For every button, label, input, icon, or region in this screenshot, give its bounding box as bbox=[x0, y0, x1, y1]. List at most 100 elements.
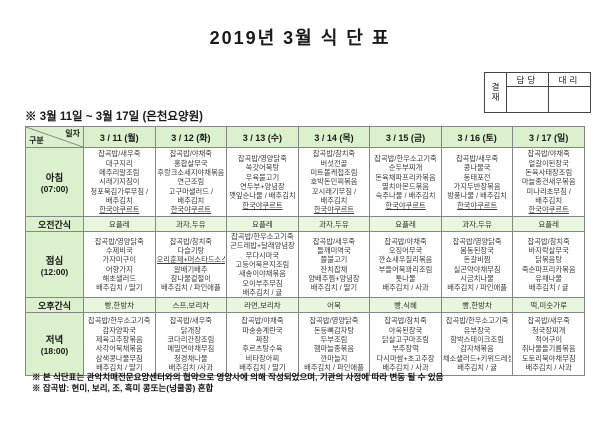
menu-item: 한국야쿠르트 bbox=[528, 205, 569, 215]
menu-item: 잡곡밥/한우소고기죽 bbox=[374, 154, 437, 164]
menu-item: 배추김치 / 딸기 bbox=[96, 362, 143, 372]
menu-item: 한국야쿠르트 bbox=[170, 205, 211, 215]
menu-cell: 잡곡밥/새우죽 콩나물국 동태포전 가지두반장볶음 방풍나물 / 배추김치 한국야쿠르트 bbox=[440, 147, 514, 217]
date-header: 3 / 14 (목) bbox=[297, 126, 371, 148]
menu-item: 다슬기탕 bbox=[177, 245, 205, 255]
menu-table: 일자 구분 3 / 11 (월) 3 / 12 (화) 3 / 13 (수) 3 / … bbox=[25, 126, 585, 377]
menu-item: 잡곡밥/한우소고기죽 bbox=[445, 316, 509, 326]
menu-item: 제육고추장볶음 bbox=[95, 334, 143, 344]
menu-item: 돈육사태장조림 bbox=[525, 168, 573, 177]
row-label-breakfast: 아침 (07:00) bbox=[25, 147, 84, 217]
menu-item: 바지락살무국 bbox=[528, 245, 569, 255]
menu-item: 해초샐러드 bbox=[102, 273, 137, 283]
row-time: (07:00) bbox=[40, 184, 69, 194]
menu-cell: 잡곡밥/한우소고기죽 감자양파국 제육고추장볶음 사각어묵채볶음 삼색콩나물무침 배추김치… bbox=[83, 312, 156, 377]
approval-sign-cell bbox=[506, 86, 549, 113]
menu-item: 잡곡밥/새우죽 bbox=[527, 316, 570, 326]
menu-item: 오이부추무침 bbox=[242, 278, 283, 288]
menu-item: 한국야쿠르트 bbox=[385, 200, 426, 210]
menu-item: 잡곡밥/야채죽 bbox=[527, 149, 570, 159]
menu-item: 죽순파프리카볶음 bbox=[521, 264, 576, 274]
menu-item: 실곤약야채무침 bbox=[453, 264, 501, 274]
menu-item: 가지두반장볶음 bbox=[453, 182, 501, 191]
menu-cell: 잡곡밥/야채죽 홍합살무국 후랑크소세지야채볶음 연근조림 고구마샐러드 / 배추김치 한국… bbox=[154, 147, 228, 217]
menu-item: 배추김치 / 파인애플 bbox=[447, 283, 507, 293]
date-range-subtitle: ※ 3월 11일 ~ 3월 17일 (은천요양원) bbox=[25, 111, 204, 123]
menu-cell: 잡곡밥/참치죽 아욱된장국 닭살고구마조림 부추장떡 다시마쌈+초고추장 배추김치 / 사… bbox=[369, 312, 442, 377]
menu-item: 미트볼케첩조림 bbox=[310, 168, 358, 177]
menu-item: 한국야쿠르트 bbox=[313, 205, 355, 215]
menu-item: 배추김치 bbox=[320, 195, 348, 205]
menu-item: 배추김치 / 귤 bbox=[242, 287, 283, 297]
menu-item: 돈갈비찜 bbox=[463, 255, 491, 265]
menu-cell: 잡곡밥/새우죽 대구지리 메추리알조림 시래기지짐이 청포묵김가루무침 / 배추김치 한국야… bbox=[83, 147, 156, 217]
menu-item: 아욱된장국 bbox=[388, 325, 423, 335]
approval-sign-cell bbox=[548, 86, 591, 113]
menu-item: 배추김치 bbox=[105, 195, 133, 205]
menu-item: 연근조림 bbox=[177, 177, 205, 187]
menu-item: 콩나물국 bbox=[463, 163, 491, 173]
snack-cell: 빵,한방차 bbox=[440, 297, 514, 314]
snack-cell: 라면,보리차 bbox=[226, 297, 299, 314]
menu-cell: 잡곡밥/야채죽 파송송계란국 짜장 후르츠탕수육 비타장아찌 배추김치 / 딸기 bbox=[226, 312, 299, 377]
menu-item: 쑥갓어묵탕 bbox=[245, 163, 280, 173]
menu-item: 시래기지짐이 bbox=[99, 177, 140, 187]
footnotes: ※ 본 식단표는 관악치매전문요양센터와의 협약으로 영양사에 의해 작성되었으… bbox=[32, 372, 443, 395]
menu-item: 배추김치 / 사과 bbox=[382, 362, 429, 372]
row-time: (12:00) bbox=[40, 266, 69, 277]
menu-item: 메추리알조림 bbox=[99, 168, 140, 177]
menu-item: 홍합살무국 bbox=[174, 158, 208, 168]
menu-item: 무다시마국 bbox=[245, 250, 280, 260]
menu-item: 잡곡밥/영양닭죽 bbox=[452, 236, 502, 246]
menu-item: 잡곡밥/새우죽 bbox=[455, 154, 499, 164]
menu-item: 도토리묵야채무침 bbox=[521, 353, 576, 363]
date-header: 3 / 13 (수) bbox=[226, 126, 299, 148]
menu-item: 봄동된장국 bbox=[460, 245, 494, 255]
row-label-lunch: 점심 (12:00) bbox=[25, 230, 84, 299]
row-label-pm-snack: 오후간식 bbox=[25, 297, 84, 314]
menu-item: 깐마늘지 bbox=[320, 353, 348, 363]
menu-item: 비타장아찌 bbox=[245, 353, 280, 363]
menu-item: 돈육채파프리카볶음 bbox=[375, 172, 436, 182]
menu-cell: 잡곡밥/한우소고기죽 순두부찌개 돈육채파프리카볶음 멸치아몬드볶음 숙주나물 / 배추… bbox=[369, 147, 442, 217]
snack-cell: 어묵 bbox=[297, 297, 371, 314]
menu-item: 잡곡밥/참치죽 bbox=[384, 316, 427, 326]
corner-label-date: 일자 bbox=[65, 129, 80, 138]
date-header: 3 / 16 (토) bbox=[440, 126, 514, 148]
menu-item: 양배추찜+양념장 bbox=[308, 273, 360, 283]
menu-item: 후랑크소세지야채볶음 bbox=[157, 168, 225, 177]
menu-item: 채소샐러드+키위드레싱 bbox=[442, 353, 512, 363]
menu-item: 배추김치 / 딸기 bbox=[239, 362, 286, 372]
menu-item: 청국장찌개 bbox=[531, 325, 566, 335]
menu-item: 두부조림 bbox=[320, 334, 348, 344]
snack-cell: 떡,미숫가루 bbox=[512, 297, 585, 314]
menu-item: 삼색콩나물무침 bbox=[95, 353, 143, 363]
menu-cell: 잡곡밥/참치죽 버섯전골 미트볼케첩조림 호박돈민찌볶음 꼬시래기무침 / 배추김치 한국야… bbox=[297, 147, 371, 217]
snack-cell: 빵,식혜 bbox=[369, 297, 442, 314]
menu-cell: 잡곡밥/새우죽 청국장찌개 적어구이 취나물들기름볶음 도토리묵야채무침 배추김치 / 사… bbox=[512, 312, 585, 377]
row-label-am-snack: 오전간식 bbox=[25, 216, 84, 232]
menu-item: 곤드레밥+달래양념장 bbox=[230, 241, 295, 251]
snack-cell: 과자,두유 bbox=[154, 216, 228, 232]
menu-item: 잡곡밥/새우죽 bbox=[169, 316, 212, 326]
menu-item: 깐쇼새우칠리볶음 bbox=[378, 255, 433, 265]
note-line: ※ 본 식단표는 관악치매전문요양센터와의 협약으로 영양사에 의해 작성되었으… bbox=[32, 372, 444, 382]
snack-cell: 과자,두유 bbox=[297, 216, 371, 232]
menu-item: 깻잎순나물 / 배추김치 bbox=[229, 191, 296, 201]
snack-cell: 빵,한방차 bbox=[83, 297, 156, 314]
menu-item: 닭볶음탕 bbox=[535, 255, 563, 265]
menu-item: 배추김치 / 딸기 bbox=[310, 283, 358, 293]
menu-item: 잡곡밥/참치죽 bbox=[169, 236, 212, 246]
snack-cell: 요플레 bbox=[369, 216, 442, 232]
menu-item: 알배기배추 bbox=[174, 264, 208, 274]
menu-item: 감자채볶음 bbox=[460, 344, 494, 354]
menu-item: 부추장떡 bbox=[392, 344, 419, 354]
snack-cell: 요플레 bbox=[83, 216, 156, 232]
menu-item: 잡곡밥/야채죽 bbox=[241, 316, 284, 326]
snack-cell: 과자,두유 bbox=[440, 216, 514, 232]
menu-item: 한국야쿠르트 bbox=[242, 200, 283, 210]
menu-item: 잡곡밥/한우소고기죽 bbox=[231, 232, 294, 241]
menu-item: 햄마늘종볶음 bbox=[313, 344, 355, 354]
menu-item: 후르츠탕수육 bbox=[242, 344, 283, 354]
menu-item: 마늘종건새우볶음 bbox=[521, 177, 576, 187]
